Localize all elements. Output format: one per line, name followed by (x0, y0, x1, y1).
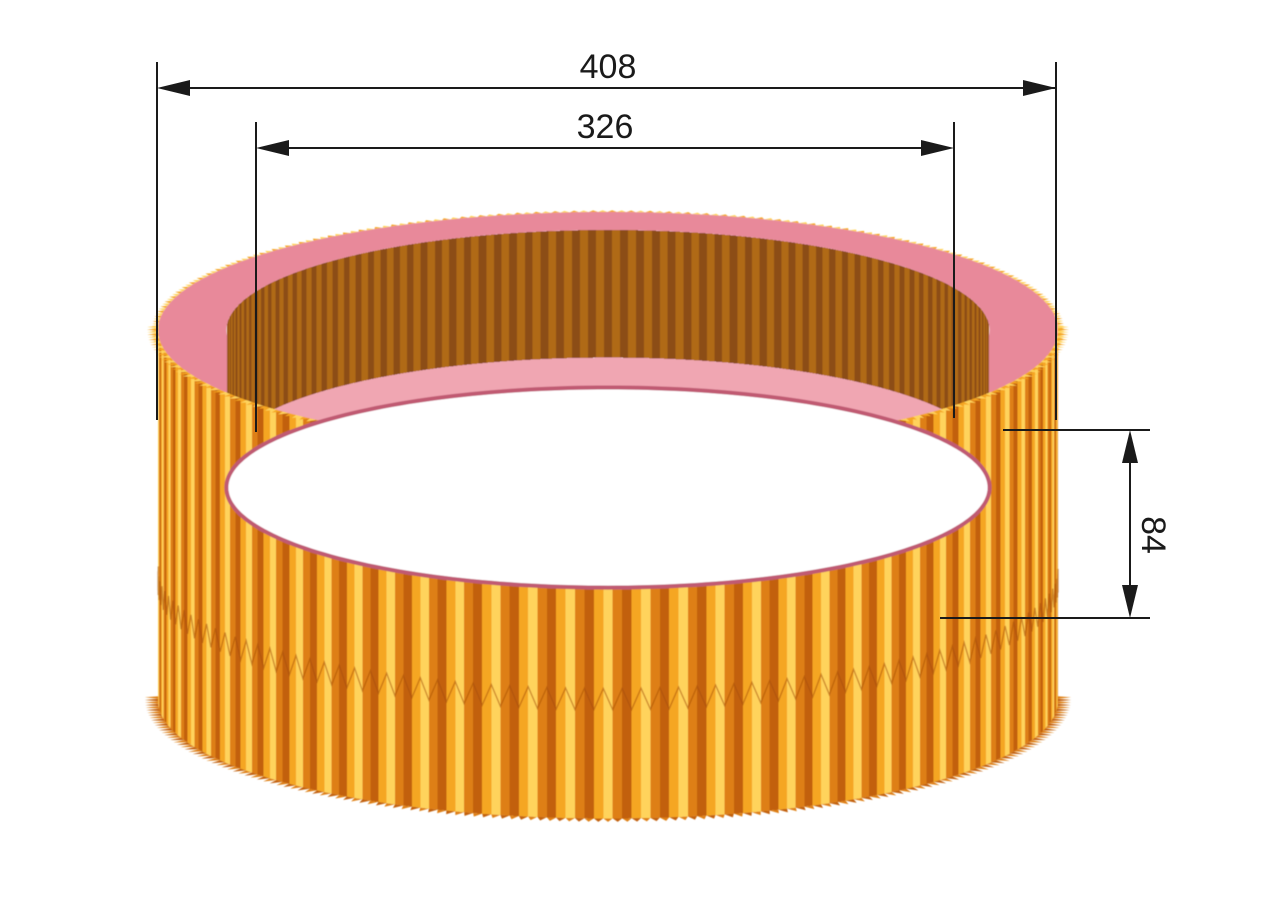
svg-text:408: 408 (580, 48, 637, 86)
svg-text:326: 326 (577, 108, 634, 146)
svg-text:84: 84 (1134, 516, 1172, 554)
